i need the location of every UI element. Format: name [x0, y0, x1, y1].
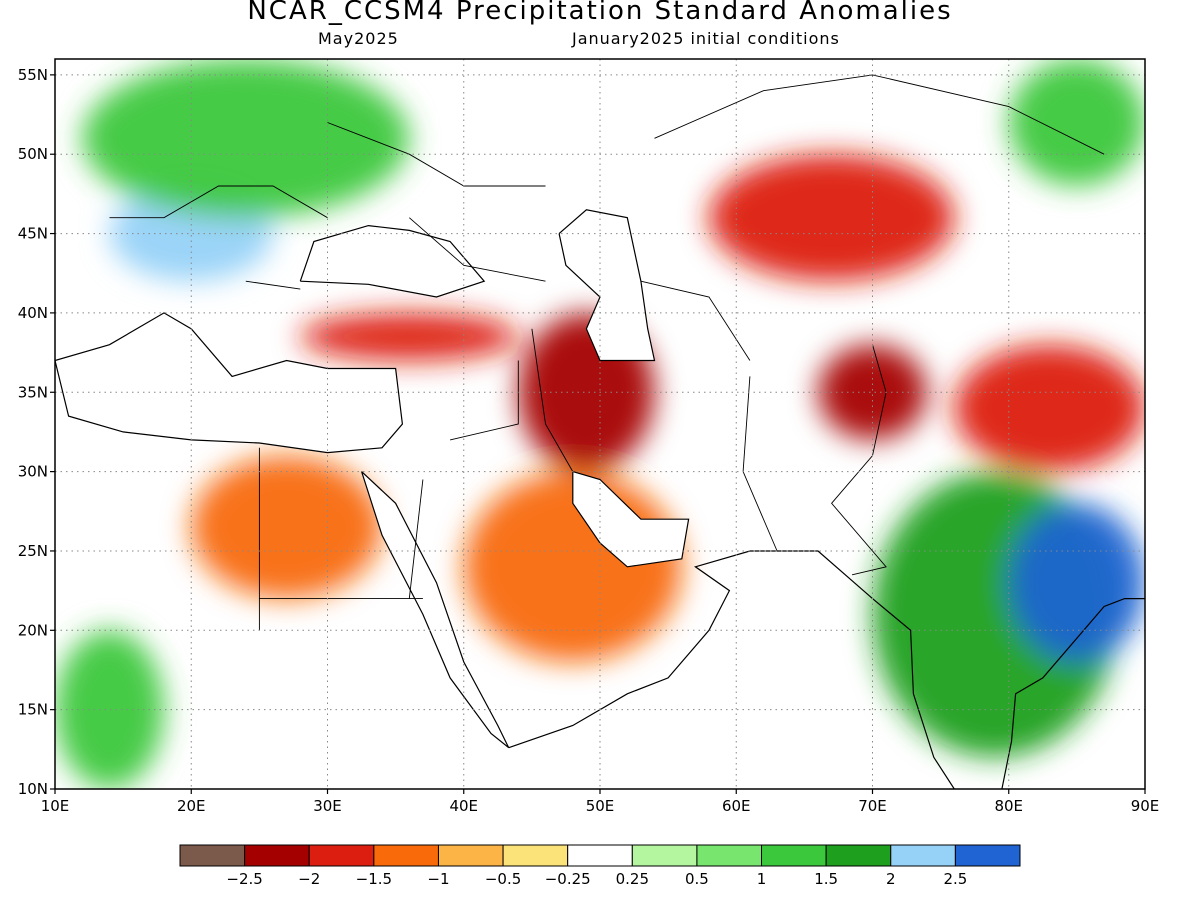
border-6: [831, 344, 887, 576]
colorbar-swatch: [437, 844, 504, 867]
arabian-coast: [508, 550, 955, 789]
lat-tick-label: 40N: [18, 304, 48, 322]
lon-tick-label: 30E: [313, 797, 342, 815]
anomaly-region-10: [82, 59, 410, 218]
border-10: [109, 185, 328, 219]
lat-tick-label: 20N: [18, 621, 48, 639]
india-east-coast: [1001, 598, 1145, 789]
colorbar-swatch: [179, 844, 246, 867]
persian-gulf: [572, 471, 690, 568]
border-9: [245, 280, 301, 290]
colorbar-swatch: [502, 844, 569, 867]
border-11: [327, 122, 546, 187]
colorbar-swatch: [954, 844, 1021, 867]
colorbar-swatch: [761, 844, 827, 867]
lat-tick-label: 55N: [18, 66, 48, 84]
border-7: [640, 280, 751, 361]
map-title: NCAR_CCSM4 Precipitation Standard Anomal…: [247, 0, 953, 26]
colorbar-swatch: [825, 844, 892, 867]
lon-tick-label: 20E: [177, 797, 206, 815]
lat-tick-label: 25N: [18, 542, 48, 560]
colorbar-swatch: [373, 844, 439, 867]
anomaly-region-11: [55, 630, 164, 789]
lat-tick-label: 45N: [18, 225, 48, 243]
lon-tick-label: 10E: [41, 797, 70, 815]
anomaly-region-3: [300, 312, 519, 361]
colorbar-swatch: [244, 844, 310, 867]
lon-tick-label: 90E: [1131, 797, 1160, 815]
colorbar-label: 0.25: [616, 870, 649, 888]
lon-tick-label: 80E: [994, 797, 1023, 815]
colorbar-label: 1.5: [814, 870, 838, 888]
border-4: [531, 328, 574, 472]
colorbar-label: 2.5: [943, 870, 967, 888]
lat-tick-label: 50N: [18, 145, 48, 163]
border-8: [409, 217, 546, 282]
caspian-sea: [558, 209, 656, 362]
mediterranean: [55, 312, 404, 454]
colorbar-label: −1: [427, 870, 449, 888]
border-3: [449, 360, 519, 441]
lat-tick-label: 15N: [18, 701, 48, 719]
colorbar-label: 1: [757, 870, 767, 888]
border-12: [654, 74, 1105, 155]
colorbar-label: −1.5: [356, 870, 392, 888]
colorbar-label: 0.5: [685, 870, 709, 888]
colorbar-swatch: [308, 844, 375, 867]
colorbar-label: −2.5: [226, 870, 262, 888]
anomaly-region-2: [709, 154, 955, 282]
colorbar-swatch: [696, 844, 763, 867]
colorbar-label: 2: [886, 870, 896, 888]
colorbar: −2.5 −2 −1.5 −1 −0.5 −0.25 0.25 0.5 1 1.5 2 2.5: [179, 844, 1021, 888]
lon-tick-label: 60E: [722, 797, 751, 815]
coastlines: [55, 74, 1145, 789]
lat-tick-label: 35N: [18, 383, 48, 401]
colorbar-label: −2: [298, 870, 320, 888]
lon-tick-label: 50E: [586, 797, 615, 815]
colorbar-swatch: [890, 844, 956, 867]
anomaly-fields: [55, 59, 1145, 789]
colorbar-swatch: [567, 844, 633, 867]
anomaly-region-1: [818, 344, 927, 440]
colorbar-label: −0.5: [485, 870, 521, 888]
anomaly-region-5: [191, 455, 382, 599]
forecast-month: May2025: [318, 29, 399, 48]
lon-tick-label: 70E: [858, 797, 887, 815]
anomaly-region-8: [1008, 503, 1145, 663]
anomaly-region-6: [954, 344, 1145, 472]
colorbar-swatch: [631, 844, 698, 867]
lat-tick-label: 30N: [18, 463, 48, 481]
colorbar-label: −0.25: [545, 870, 591, 888]
anomaly-region-12: [1008, 59, 1145, 186]
border-2: [408, 479, 424, 599]
lat-tick-label: 10N: [18, 780, 48, 798]
grid-lines: [55, 59, 1145, 789]
lon-tick-label: 40E: [449, 797, 478, 815]
initial-conditions: January2025 initial conditions: [572, 29, 840, 48]
